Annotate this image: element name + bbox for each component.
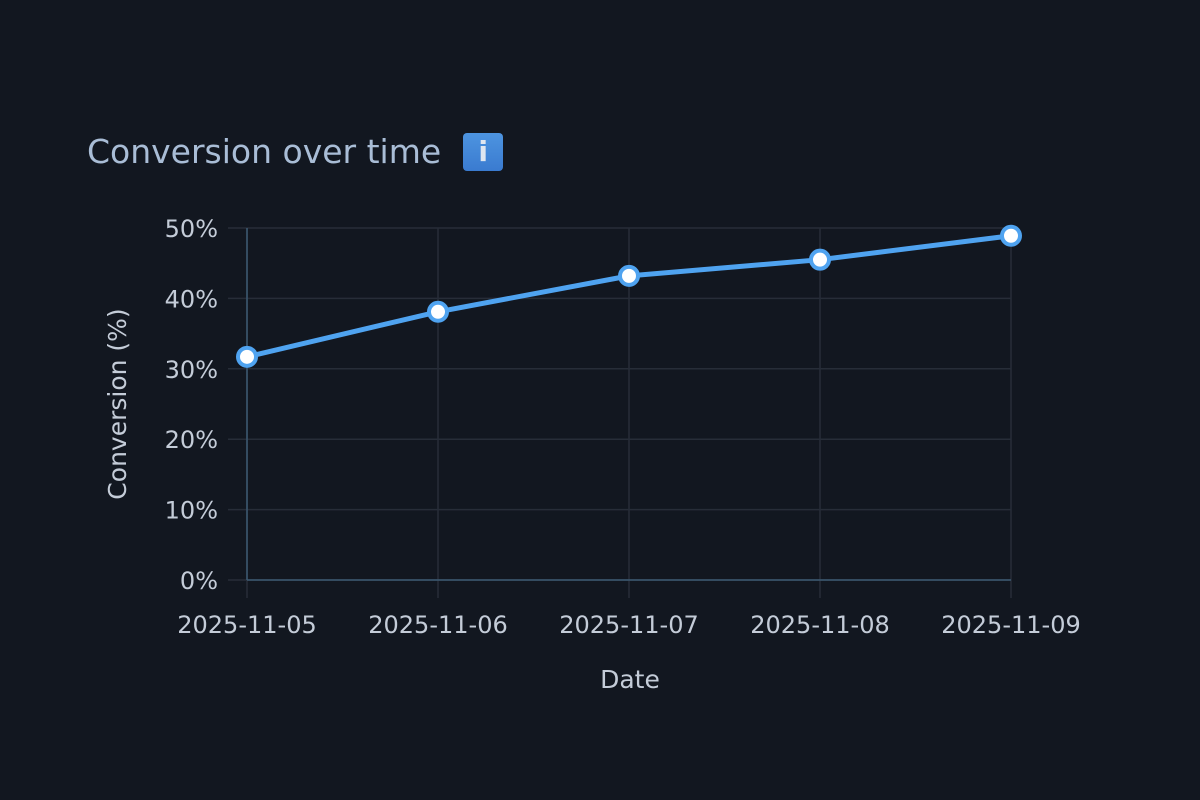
x-tick-label: 2025-11-09 [941, 611, 1080, 639]
chart-title: Conversion over time [87, 132, 442, 171]
x-tick-label: 2025-11-07 [559, 611, 698, 639]
y-tick-label: 20% [165, 426, 218, 454]
x-axis-title: Date [600, 665, 660, 694]
y-axis-title: Conversion (%) [103, 308, 132, 499]
info-icon[interactable]: i [463, 132, 504, 171]
data-point[interactable] [809, 248, 831, 271]
chart-header: Conversion over time i [87, 132, 504, 171]
y-tick-label: 30% [165, 356, 218, 384]
y-tick-label: 50% [165, 215, 218, 243]
data-point[interactable] [1000, 224, 1022, 247]
x-tick-label: 2025-11-06 [368, 611, 507, 639]
data-point[interactable] [427, 300, 449, 323]
x-tick-label: 2025-11-05 [177, 611, 316, 639]
data-point[interactable] [618, 264, 640, 287]
data-point[interactable] [236, 345, 258, 368]
y-tick-label: 0% [180, 567, 218, 595]
y-tick-label: 40% [165, 285, 218, 313]
x-tick-label: 2025-11-08 [750, 611, 889, 639]
y-tick-label: 10% [165, 497, 218, 525]
